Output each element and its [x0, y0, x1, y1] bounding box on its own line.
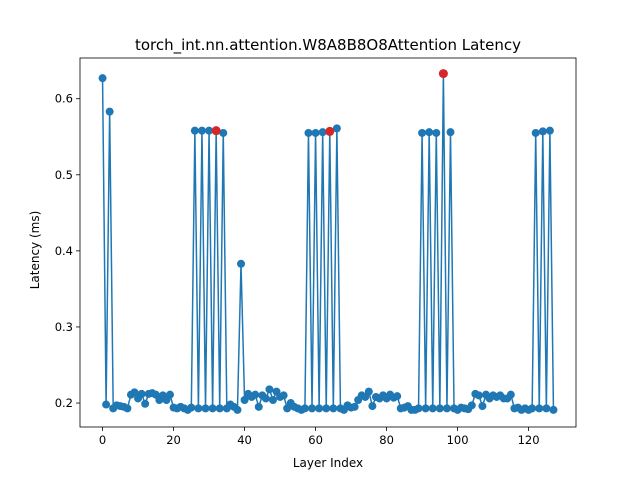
data-point: [166, 390, 175, 399]
data-point: [141, 399, 150, 408]
data-point: [435, 404, 444, 413]
y-tick-label: 0.6: [55, 92, 73, 106]
data-point: [130, 388, 139, 397]
y-axis-label: Latency (ms): [28, 211, 42, 290]
data-point: [251, 390, 260, 399]
data-point: [332, 124, 341, 133]
data-point: [261, 394, 270, 403]
data-point: [474, 391, 483, 400]
data-point: [418, 128, 427, 137]
data-point: [329, 404, 338, 413]
data-point: [137, 389, 146, 398]
highlight-point: [325, 126, 335, 136]
data-point: [268, 395, 277, 404]
data-point: [208, 404, 217, 413]
data-point: [205, 126, 214, 135]
data-point: [304, 128, 313, 137]
data-point: [102, 400, 111, 409]
data-point: [538, 127, 547, 136]
data-point: [98, 74, 107, 83]
data-point: [215, 404, 224, 413]
data-point: [219, 128, 228, 137]
data-point: [105, 107, 114, 116]
x-axis-label: Layer Index: [293, 456, 363, 470]
data-point: [535, 404, 544, 413]
data-point: [315, 404, 324, 413]
data-point: [187, 403, 196, 412]
data-point: [350, 402, 359, 411]
data-point: [197, 126, 206, 135]
highlight-point: [211, 126, 221, 136]
data-point: [467, 401, 476, 410]
data-point: [506, 390, 515, 399]
x-tick-label: 80: [379, 433, 394, 447]
plot-area: 0 20 40 60 80 100 120 0.2 0.3 0.4 0.5 0.6: [55, 57, 577, 447]
data-point: [123, 404, 132, 413]
data-point: [201, 404, 210, 413]
x-tick-label: 0: [99, 433, 106, 447]
data-point: [265, 385, 274, 394]
data-point: [414, 404, 423, 413]
data-point: [311, 128, 320, 137]
data-point: [549, 405, 558, 414]
data-point: [308, 404, 317, 413]
data-point: [237, 259, 246, 268]
data-point: [478, 402, 487, 411]
data-point: [528, 404, 537, 413]
data-point: [279, 391, 288, 400]
data-point: [368, 402, 377, 411]
data-point: [542, 404, 551, 413]
x-tick-label: 100: [447, 433, 469, 447]
highlight-point: [438, 69, 448, 79]
x-tick-label: 120: [518, 433, 540, 447]
x-tick-label: 60: [308, 433, 323, 447]
chart-title: torch_int.nn.attention.W8A8B8O8Attention…: [135, 36, 521, 55]
x-tick-label: 40: [237, 433, 252, 447]
data-point: [322, 404, 331, 413]
data-point: [233, 405, 242, 414]
y-tick-label: 0.4: [55, 244, 73, 258]
data-point: [432, 128, 441, 137]
data-point: [425, 128, 434, 137]
data-point: [190, 126, 199, 135]
data-point: [194, 404, 203, 413]
data-point: [446, 128, 455, 137]
data-point: [428, 404, 437, 413]
data-point: [254, 402, 263, 411]
data-point: [442, 404, 451, 413]
data-point: [545, 126, 554, 135]
y-tick-label: 0.5: [55, 168, 73, 182]
data-point: [421, 404, 430, 413]
axes-frame: [79, 57, 577, 428]
data-point: [393, 392, 402, 401]
data-point: [364, 387, 373, 396]
data-point: [240, 395, 249, 404]
data-point: [300, 404, 309, 413]
y-tick-label: 0.3: [55, 320, 73, 334]
data-point: [531, 128, 540, 137]
x-tick-label: 20: [166, 433, 181, 447]
data-point: [318, 128, 327, 137]
y-tick-label: 0.2: [55, 396, 73, 410]
